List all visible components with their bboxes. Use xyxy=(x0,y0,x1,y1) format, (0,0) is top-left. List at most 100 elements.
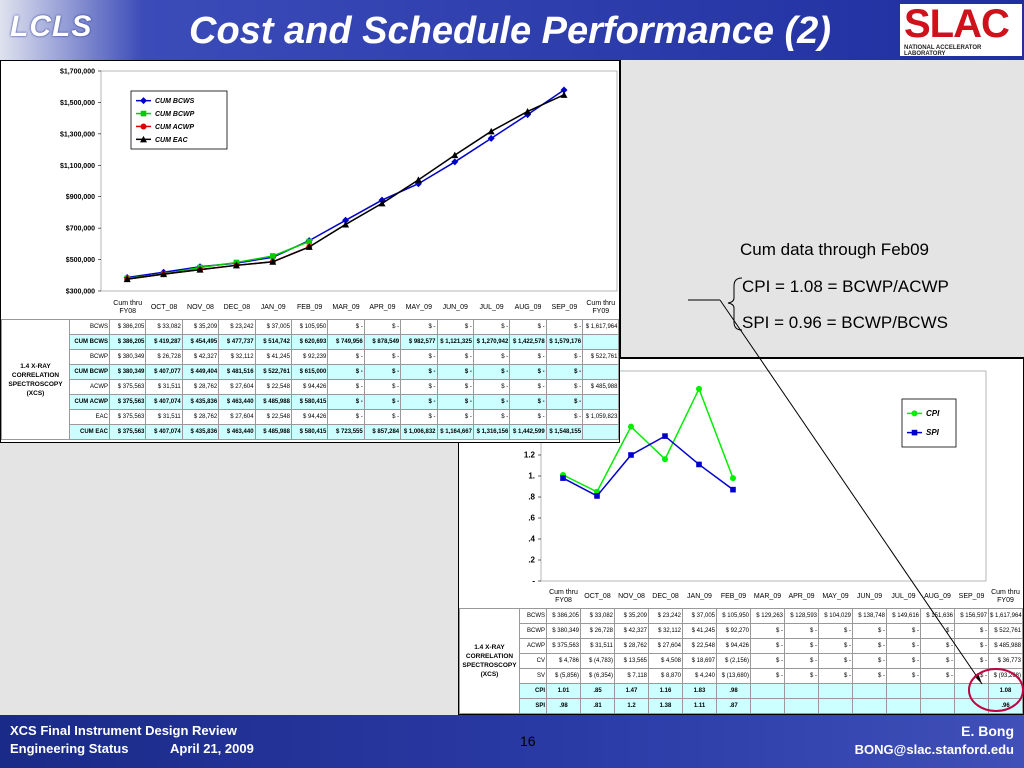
table-cell: $ 42,327 xyxy=(614,623,649,639)
y-tick-label: $1,100,000 xyxy=(60,163,95,170)
table-cell: $ - xyxy=(750,623,785,639)
table-cell: $ - xyxy=(436,349,474,365)
table-cell: $ 27,604 xyxy=(218,379,256,395)
legend-box xyxy=(901,398,957,448)
data-point xyxy=(662,456,668,463)
table-row: BCWP $ 380,349 $ 26,728 $ 42,327 $ 32,112 $ 4… xyxy=(2,349,620,365)
row-label: SPI xyxy=(519,698,547,714)
y-tick-label: 1.2 xyxy=(524,451,536,460)
table-cell: $ 94,426 xyxy=(290,379,329,395)
table-cell: $ 407,074 xyxy=(145,424,183,440)
x-tick-label: AUG_09 xyxy=(514,304,542,311)
table-cell: $ 28,762 xyxy=(181,379,220,395)
x-tick-label: MAY_09 xyxy=(405,304,432,311)
row-label: CV xyxy=(519,653,547,669)
y-tick-label: $500,000 xyxy=(66,257,95,264)
y-tick-label: $700,000 xyxy=(66,226,95,233)
table-cell: $ 522,761 xyxy=(254,364,292,380)
table-cell xyxy=(852,683,887,699)
table-cell: $ - xyxy=(784,653,819,669)
table-cell: $ 28,762 xyxy=(614,638,649,654)
table-cell: $ 435,836 xyxy=(181,394,220,410)
table-cell: $ 514,742 xyxy=(254,334,292,350)
table-cell: .81 xyxy=(580,698,615,714)
table-cell: $ 449,404 xyxy=(181,364,220,380)
x-tick-label: FEB_09 xyxy=(720,593,747,600)
table-cell: $ - xyxy=(400,394,438,410)
table-cell: $ - xyxy=(750,653,785,669)
table-row: CUM EAC $ 375,563 $ 407,074 $ 435,836 $ 463,… xyxy=(2,424,620,440)
table-cell xyxy=(784,683,819,699)
x-tick-label: SEP_09 xyxy=(958,593,985,600)
table-cell: $ 105,950 xyxy=(290,319,329,335)
table-cell: $ 31,511 xyxy=(580,638,615,654)
table-cell: $ 23,242 xyxy=(218,319,256,335)
data-point xyxy=(524,107,532,115)
table-cell: $ - xyxy=(852,668,887,684)
table-cell: $ - xyxy=(818,623,853,639)
table-cell: $ - xyxy=(436,319,474,335)
table-cell: $ 481,516 xyxy=(218,364,256,380)
table-cell: $ 36,773 xyxy=(988,653,1023,669)
x-tick-label: APR_09 xyxy=(369,304,396,311)
table-cell: $ 982,577 xyxy=(400,334,438,350)
x-tick-label: JAN_09 xyxy=(260,304,286,311)
table-row: CUM ACWP $ 375,563 $ 407,074 $ 435,836 $ 463… xyxy=(2,394,620,410)
legend-label: SPI xyxy=(926,428,940,437)
data-point xyxy=(196,266,204,273)
legend-label: CUM BCWS xyxy=(155,98,195,105)
table-cell xyxy=(784,698,819,714)
data-point xyxy=(123,275,131,283)
table-row: CUM BCWP $ 380,349 $ 407,077 $ 449,404 $ 481… xyxy=(2,364,620,380)
table-cell: $ - xyxy=(818,638,853,654)
table-cell xyxy=(954,683,989,699)
table-cell: $ 419,287 xyxy=(145,334,183,350)
y-tick-label: .2 xyxy=(528,556,535,565)
x-tick-label: Cum thru FY09 xyxy=(991,589,1020,604)
footer-author: E. Bong xyxy=(961,723,1014,739)
table-cell xyxy=(920,683,955,699)
table-cell: $ 7,118 xyxy=(614,668,649,684)
footer-text: Engineering Status xyxy=(10,741,129,756)
data-point xyxy=(232,261,240,269)
table-cell: 1.2 xyxy=(614,698,649,714)
table-cell: $ 37,005 xyxy=(254,319,292,335)
table-cell: 1.38 xyxy=(648,698,683,714)
table-row: CV $ 4,786 $ (4,783) $ 13,565 $ 4,508 $ 18,69… xyxy=(460,653,1023,669)
data-point xyxy=(305,243,313,250)
table-cell: $ - xyxy=(472,409,511,425)
legend-marker xyxy=(911,410,918,417)
table-cell: $ 94,426 xyxy=(290,409,329,425)
table-cell xyxy=(920,698,955,714)
data-point xyxy=(451,158,459,166)
data-point xyxy=(487,134,495,142)
table-cell: $ - xyxy=(400,349,438,365)
header-row: Cum thru FY08 OCT_08 NOV_08 DEC_08 JAN_09 FEB… xyxy=(460,586,1023,609)
table-cell: $ - xyxy=(509,349,547,365)
table-cell: $ 8,870 xyxy=(648,668,683,684)
table-cell: $ 35,209 xyxy=(181,319,220,335)
table-cell: $ (6,354) xyxy=(580,668,615,684)
table-cell: $ - xyxy=(509,394,547,410)
table-cell: $ - xyxy=(400,319,438,335)
data-point xyxy=(414,176,422,183)
table-cell: $ - xyxy=(363,379,402,395)
table-cell: $ 878,549 xyxy=(363,334,402,350)
table-cell: $ - xyxy=(954,623,989,639)
table-row: SPI .98.81 1.2 1.38 1.11.87 .96 xyxy=(460,698,1023,714)
row-label: BCWP xyxy=(519,623,547,639)
x-tick-label: SEP_09 xyxy=(551,304,578,311)
table-cell: $ - xyxy=(363,349,402,365)
table-cell: $ - xyxy=(545,409,584,425)
x-tick-label: JUN_09 xyxy=(856,593,883,600)
table-cell: $ - xyxy=(472,379,511,395)
table-cell: $ 151,636 xyxy=(920,608,955,624)
row-label: EAC xyxy=(69,409,110,425)
table-cell: $ 156,597 xyxy=(954,608,989,624)
table-cell: $ 31,511 xyxy=(145,379,183,395)
table-cell: $ - xyxy=(886,653,921,669)
table-cell: $ - xyxy=(920,653,955,669)
table-cell: $ 33,082 xyxy=(145,319,183,335)
data-table: Cum thru FY08 OCT_08 NOV_08 DEC_08 JAN_09 FEB… xyxy=(459,586,1023,714)
